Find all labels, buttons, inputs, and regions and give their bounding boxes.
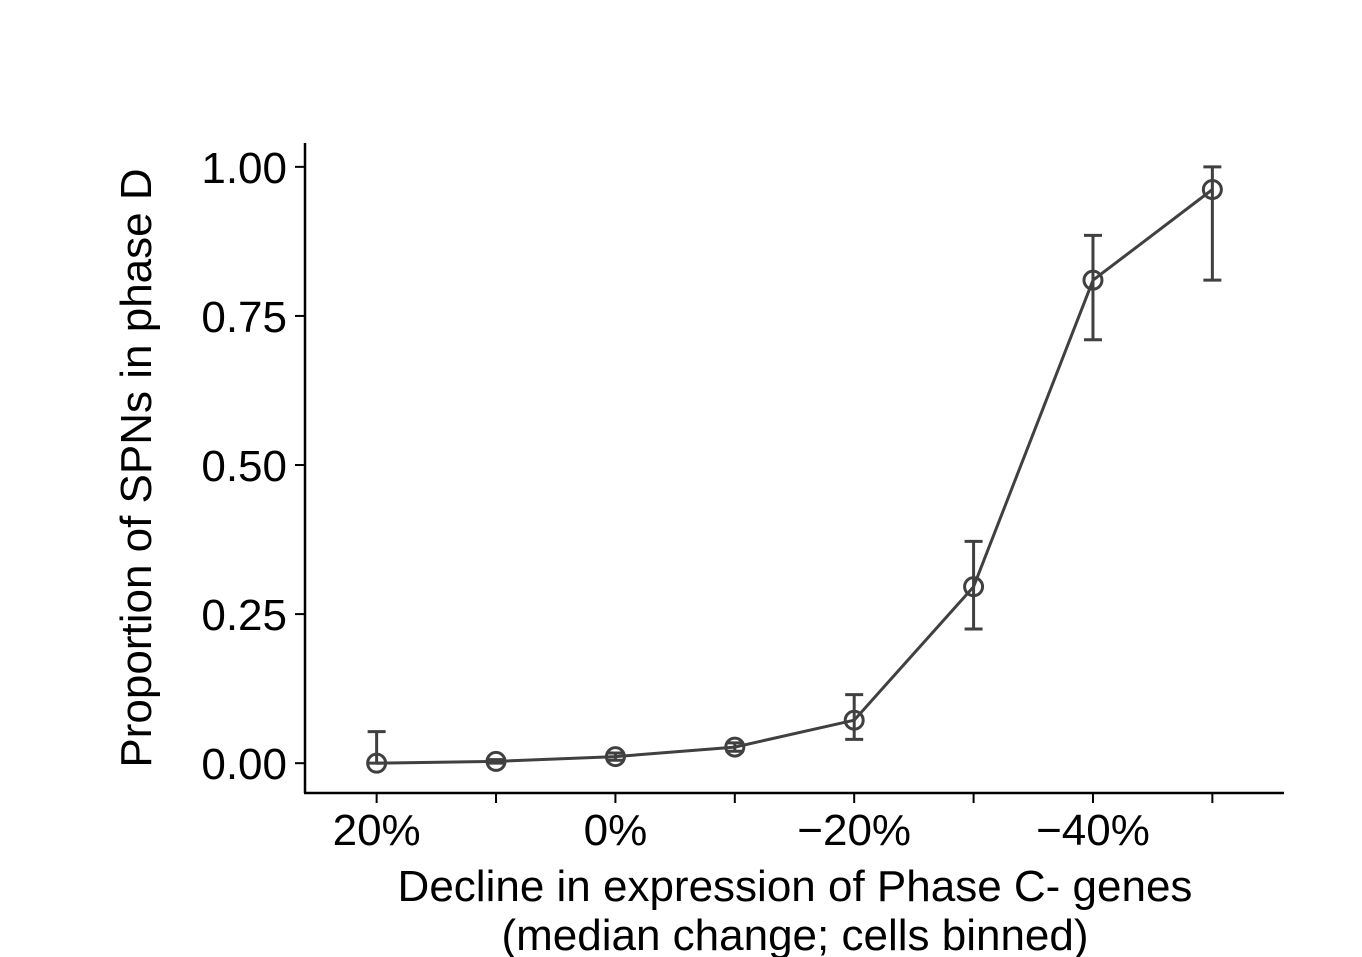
x-tick-label: 0% [584, 806, 648, 855]
error-bar [1203, 165, 1222, 282]
data-point [963, 576, 985, 598]
y-ticks: 0.00 0.25 0.50 0.75 1.00 [201, 144, 305, 789]
y-tick-label: 0.50 [201, 442, 287, 491]
y-axis-title: Proportion of SPNs in phase D [112, 168, 161, 767]
error-bar [964, 539, 983, 631]
y-tick-label: 1.00 [201, 144, 287, 193]
x-tick-label: −20% [797, 806, 911, 855]
data-point [485, 750, 507, 772]
y-tick-label: 0.00 [201, 740, 287, 789]
error-bar [487, 758, 506, 765]
x-ticks: 20% 0% −20% −40% [333, 793, 1214, 855]
data-point [604, 746, 626, 768]
data-point [1082, 269, 1104, 291]
data-point [724, 736, 746, 758]
series-line [376, 188, 1214, 765]
data-point [366, 752, 388, 774]
error-bar [606, 751, 625, 762]
data-point [843, 709, 865, 731]
error-bar [1083, 233, 1102, 342]
error-bar [725, 741, 744, 753]
data-point [1201, 179, 1223, 201]
x-tick-label: 20% [333, 806, 421, 855]
axes [303, 143, 1284, 795]
y-tick-label: 0.25 [201, 591, 287, 640]
error-bar [845, 693, 864, 741]
x-axis-title-line1: Decline in expression of Phase C- genes [398, 862, 1193, 911]
series [366, 165, 1223, 774]
x-tick-label: −40% [1036, 806, 1150, 855]
error-bar [367, 730, 386, 765]
y-tick-label: 0.75 [201, 293, 287, 342]
x-axis-title-line2: (median change; cells binned) [501, 911, 1088, 957]
